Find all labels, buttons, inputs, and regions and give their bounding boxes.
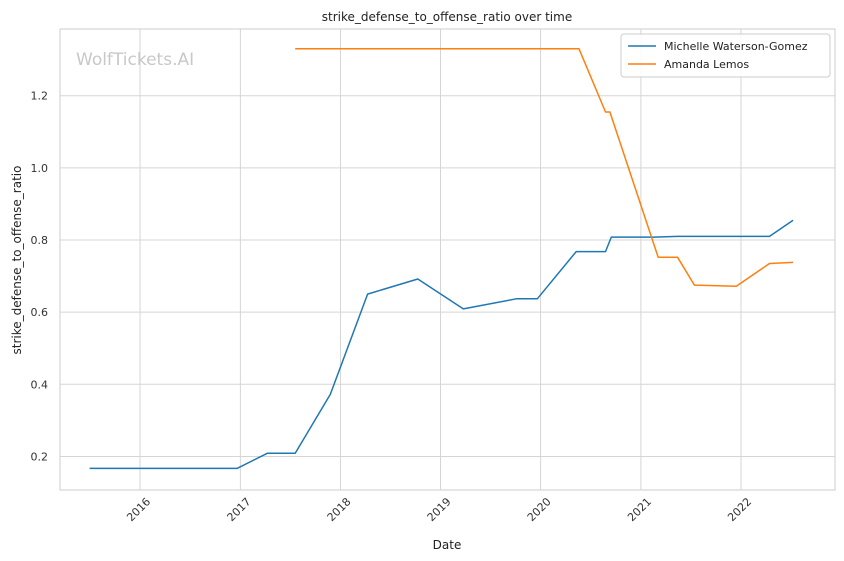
x-tick-label: 2018 — [325, 495, 354, 524]
x-axis-label: Date — [433, 538, 462, 552]
y-tick-label: 0.4 — [31, 378, 49, 391]
watermark: WolfTickets.AI — [76, 50, 194, 70]
x-tick-label: 2017 — [225, 495, 254, 524]
plot-border — [59, 28, 836, 491]
y-tick-label: 0.2 — [31, 450, 49, 463]
x-tick-label: 2021 — [625, 495, 654, 524]
series-lines — [89, 48, 794, 470]
y-axis-label: strike_defense_to_offense_ratio — [10, 166, 24, 355]
y-tick-label: 0.6 — [31, 306, 49, 319]
y-tick-label: 0.8 — [31, 234, 49, 247]
grid — [60, 29, 835, 490]
plot-area — [59, 28, 836, 491]
x-tick-label: 2022 — [725, 495, 754, 524]
series-line-amanda-lemos — [295, 48, 794, 287]
y-axis-ticks: 0.2 0.4 0.6 0.8 1.0 1.2 — [31, 90, 49, 464]
legend-box — [620, 33, 831, 78]
legend-entry: Michelle Waterson-Gomez — [664, 40, 808, 53]
y-tick-label: 1.2 — [31, 90, 49, 103]
x-tick-label: 2019 — [425, 495, 454, 524]
x-tick-label: 2020 — [525, 495, 554, 524]
y-tick-label: 1.0 — [31, 162, 49, 175]
legend: Michelle Waterson-Gomez Amanda Lemos — [620, 33, 831, 78]
chart-title: strike_defense_to_offense_ratio over tim… — [322, 10, 572, 24]
x-axis-ticks: 2016 2017 2018 2019 2020 2021 2022 — [124, 495, 754, 524]
x-tick-label: 2016 — [124, 495, 153, 524]
legend-entry: Amanda Lemos — [664, 58, 749, 71]
